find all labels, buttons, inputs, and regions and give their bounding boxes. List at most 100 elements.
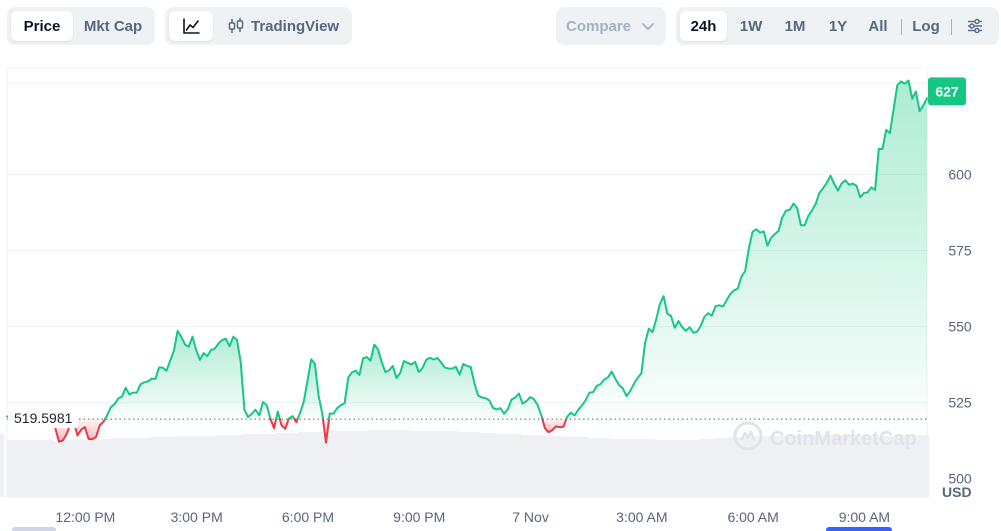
volume-bar [646, 439, 652, 497]
volume-bar [168, 437, 173, 497]
volume-bar [216, 435, 221, 497]
volume-bar [257, 434, 262, 497]
volume-bar [784, 436, 789, 497]
volume-bar [320, 432, 325, 497]
scroll-handle-right[interactable] [826, 527, 892, 531]
volume-bar [828, 435, 833, 497]
line-below-baseline [293, 418, 299, 424]
volume-bar [0, 434, 5, 497]
volume-bar [880, 436, 885, 497]
volume-bar [676, 440, 681, 497]
watermark-text: CoinMarketCap [770, 428, 917, 450]
compare-dropdown[interactable]: Compare [556, 7, 666, 45]
volume-bar [862, 435, 867, 497]
y-tick-label: 500 [948, 471, 972, 487]
sliders-icon [968, 18, 982, 34]
volume-bar [528, 435, 533, 497]
tab-mkt-cap[interactable]: Mkt Cap [83, 17, 143, 35]
volume-bar [79, 440, 84, 497]
volume-bar [576, 437, 581, 497]
line-chart-button[interactable] [169, 11, 213, 41]
volume-bar [409, 431, 414, 497]
volume-bar [765, 436, 770, 497]
baseline-price-text: 519.5981 [14, 410, 73, 426]
volume-bar [743, 437, 748, 497]
volume-bar [205, 436, 210, 497]
volume-bar [565, 437, 570, 497]
volume-bar [684, 440, 689, 497]
settings-divider [951, 19, 952, 35]
volume-bar [902, 435, 907, 497]
current-price-tag: 627 [928, 77, 966, 106]
volume-bar [428, 431, 433, 497]
line-below-baseline [47, 418, 106, 443]
range-1w[interactable]: 1W [739, 17, 763, 35]
volume-bar [149, 437, 154, 497]
volume-bar [624, 439, 629, 497]
volume-bar [134, 438, 140, 497]
line-above-baseline [565, 79, 928, 421]
volume-bar [57, 440, 62, 497]
volume-bar [617, 439, 622, 497]
volume-bar [517, 434, 522, 497]
volume-bar [639, 439, 644, 497]
volume-bar [224, 435, 229, 497]
volume-bar [94, 440, 99, 497]
range-24h[interactable]: 24h [680, 11, 727, 41]
volume-bar [858, 435, 863, 497]
volume-bar [554, 436, 559, 497]
candlestick-icon [228, 18, 244, 33]
volume-bar [839, 435, 844, 497]
tab-price[interactable]: Price [11, 11, 73, 41]
volume-bar [368, 430, 373, 497]
volume-bar [146, 438, 151, 497]
volume-bar [209, 436, 214, 497]
volume-bar [594, 438, 600, 497]
volume-bar [413, 431, 418, 497]
scroll-handle-left[interactable] [12, 527, 56, 531]
price-chart[interactable]: CoinMarketCap 500 525 550 575 600 12:00 PM 3:… [0, 60, 1001, 531]
volume-bar [806, 435, 811, 497]
volume-bar [854, 435, 859, 497]
volume-bar [424, 431, 429, 497]
tradingview-button[interactable]: TradingView [219, 11, 347, 41]
volume-bar [398, 430, 403, 497]
volume-bar [505, 434, 511, 497]
volume-bar [921, 435, 926, 497]
volume-bar [606, 438, 611, 497]
range-all[interactable]: All [868, 17, 888, 35]
volume-bar [405, 430, 410, 497]
volume-bar [465, 432, 470, 497]
volume-bar [186, 436, 192, 497]
volume-bar [587, 438, 592, 497]
view-toggle: Price Mkt Cap [7, 7, 155, 45]
volume-bar [175, 436, 180, 497]
volume-bar [357, 431, 362, 497]
volume-bar [294, 433, 299, 497]
line-above-baseline [104, 329, 272, 421]
range-1m[interactable]: 1M [784, 17, 806, 35]
line-above-baseline [296, 358, 324, 421]
volume-bar [669, 440, 674, 497]
volume-bar [112, 438, 117, 497]
volume-bar [724, 438, 729, 497]
volume-bar [420, 431, 425, 497]
volume-bar [313, 432, 318, 497]
volume-bar [8, 440, 13, 497]
volume-bar [164, 437, 169, 497]
x-tick-label: 12:00 PM [55, 509, 115, 525]
chart-settings-button[interactable] [958, 11, 992, 41]
volume-bar [153, 437, 158, 497]
volume-bar [914, 435, 919, 497]
volume-bar [446, 431, 451, 497]
volume-bar [272, 434, 277, 497]
x-tick-label: 3:00 PM [171, 509, 223, 525]
compare-label: Compare [566, 18, 632, 35]
range-1y[interactable]: 1Y [828, 17, 848, 35]
volume-bar [665, 440, 670, 497]
area-above-baseline [329, 344, 543, 420]
volume-bar [183, 436, 188, 497]
volume-bar [220, 435, 225, 497]
log-scale-button[interactable]: Log [912, 17, 940, 35]
volume-bar [509, 434, 514, 497]
